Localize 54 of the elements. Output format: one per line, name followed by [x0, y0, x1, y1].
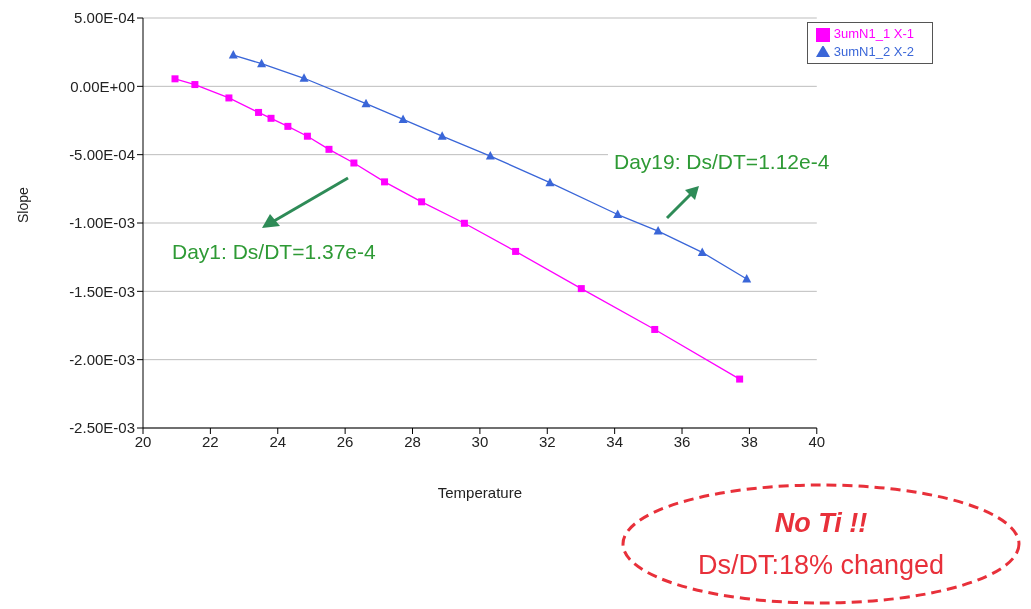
y-tick-label: -1.50E-03 — [69, 282, 135, 300]
legend-label: 3umN1_1 X-1 — [833, 26, 914, 41]
legend-label: 3umN1_2 X-2 — [833, 44, 914, 59]
point — [437, 131, 447, 140]
x-tick-label: 40 — [808, 432, 826, 450]
point — [381, 178, 389, 186]
x-tick-label: 38 — [741, 432, 758, 450]
point — [460, 219, 468, 227]
point — [325, 145, 333, 153]
point — [303, 132, 311, 140]
x-tick-label: 32 — [538, 432, 556, 450]
x-axis-title: Temperature — [437, 484, 522, 501]
y-tick-label: -5.00E-04 — [69, 145, 135, 163]
point — [697, 247, 707, 256]
point — [613, 209, 623, 219]
y-tick-label: -2.00E-03 — [69, 350, 135, 368]
y-tick-label: -1.00E-03 — [69, 214, 135, 232]
point — [255, 108, 263, 116]
point — [512, 247, 520, 255]
annotation: Day19: Ds/DT=1.12e-4 — [608, 150, 836, 174]
x-tick-label: 30 — [471, 432, 489, 450]
x-tick-label: 24 — [269, 432, 287, 450]
point — [267, 114, 275, 122]
x-tick-label: 22 — [202, 432, 219, 450]
point — [398, 114, 408, 123]
text: Ds/DT:18% changed — [696, 550, 946, 581]
x-tick-label: 28 — [404, 432, 421, 450]
y-tick-label: 5.00E-04 — [74, 9, 135, 27]
point — [361, 98, 371, 108]
text: No Ti !! — [773, 508, 869, 539]
x-tick-label: 34 — [606, 432, 623, 450]
point — [742, 274, 752, 283]
point — [257, 58, 267, 68]
point — [350, 159, 358, 167]
point — [225, 94, 233, 102]
x-tick-label: 36 — [673, 432, 691, 450]
point — [191, 81, 199, 89]
point — [651, 325, 659, 333]
point — [736, 375, 744, 383]
point — [299, 73, 309, 82]
x-tick-label: 26 — [336, 432, 354, 450]
y-tick-label: 0.00E+00 — [70, 77, 135, 95]
y-tick-label: -2.50E-03 — [69, 419, 135, 437]
annotation: Day1: Ds/DT=1.37e-4 — [166, 240, 382, 264]
point — [418, 198, 426, 206]
y-axis-title: Slope — [14, 186, 31, 223]
point — [653, 226, 663, 235]
point — [171, 75, 179, 83]
point — [284, 122, 292, 130]
point — [228, 50, 238, 59]
point — [577, 285, 585, 293]
point — [485, 151, 495, 160]
point — [545, 177, 555, 187]
x-tick-label: 20 — [134, 432, 152, 450]
